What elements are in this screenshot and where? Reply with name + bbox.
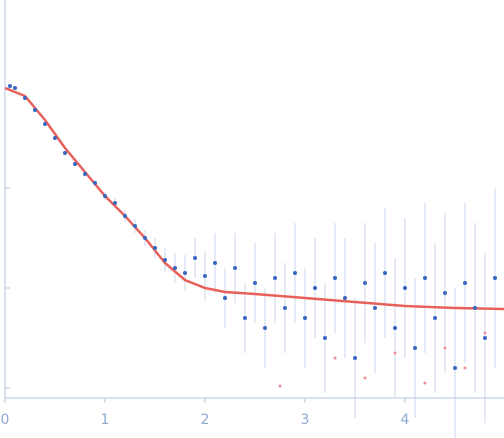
data-point: [443, 291, 447, 295]
data-point: [213, 261, 217, 265]
data-point: [243, 316, 247, 320]
data-point: [393, 326, 397, 330]
data-point: [373, 306, 377, 310]
x-tick-label: 0: [1, 412, 10, 428]
data-point: [253, 281, 257, 285]
data-point: [83, 172, 87, 176]
data-point: [363, 376, 367, 380]
data-point: [293, 271, 297, 275]
data-point: [363, 281, 367, 285]
data-point: [383, 271, 387, 275]
data-point: [473, 306, 477, 310]
data-point: [223, 296, 227, 300]
data-point: [453, 366, 457, 370]
data-point: [403, 286, 407, 290]
data-point: [423, 381, 427, 385]
data-point: [443, 346, 447, 350]
data-point: [63, 151, 67, 155]
data-point: [133, 224, 137, 228]
data-point: [393, 351, 397, 355]
data-point: [23, 96, 27, 100]
x-tick-label: 4: [401, 412, 410, 428]
data-point: [273, 276, 277, 280]
data-point: [143, 236, 147, 240]
data-point: [193, 256, 197, 260]
data-point: [463, 281, 467, 285]
data-point: [493, 276, 497, 280]
data-point: [163, 258, 167, 262]
data-point: [93, 181, 97, 185]
data-point: [263, 326, 267, 330]
data-point: [343, 296, 347, 300]
data-point: [313, 286, 317, 290]
data-point: [483, 331, 487, 335]
data-point: [73, 162, 77, 166]
data-point: [283, 306, 287, 310]
fit-line: [4, 86, 504, 311]
data-point: [433, 316, 437, 320]
data-point: [353, 356, 357, 360]
data-point: [8, 84, 12, 88]
data-point: [203, 274, 207, 278]
x-tick-label: 3: [301, 412, 310, 428]
data-point: [323, 336, 327, 340]
data-point: [13, 86, 17, 90]
data-point: [153, 246, 157, 250]
data-point: [463, 366, 467, 370]
data-point: [303, 316, 307, 320]
data-point: [183, 271, 187, 275]
data-point: [53, 136, 57, 140]
data-point: [333, 276, 337, 280]
data-point: [43, 122, 47, 126]
data-point: [123, 214, 127, 218]
x-tick-label: 2: [201, 412, 210, 428]
data-point: [278, 384, 282, 388]
data-point: [103, 194, 107, 198]
data-point: [413, 346, 417, 350]
x-tick-label: 1: [101, 412, 110, 428]
data-point: [113, 201, 117, 205]
data-point: [233, 266, 237, 270]
data-point: [423, 276, 427, 280]
data-point: [173, 266, 177, 270]
data-point: [333, 356, 337, 360]
data-point: [483, 336, 487, 340]
data-point: [33, 108, 37, 112]
